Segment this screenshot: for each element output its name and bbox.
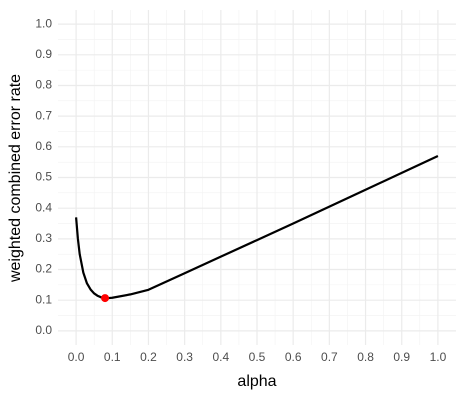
x-tick-label: 0.0 bbox=[68, 350, 85, 364]
x-tick-label: 0.7 bbox=[321, 350, 338, 364]
y-axis-title: weighted combined error rate bbox=[7, 74, 24, 283]
x-tick-label: 0.6 bbox=[285, 350, 302, 364]
x-tick-label: 0.2 bbox=[140, 350, 157, 364]
y-tick-label: 1.0 bbox=[35, 16, 52, 30]
line bbox=[74, 155, 439, 300]
y-tick-label: 0.7 bbox=[35, 108, 52, 122]
y-tick-label: 0.6 bbox=[35, 139, 52, 153]
y-tick-label: 0.8 bbox=[35, 78, 52, 92]
x-tick-label: 0.1 bbox=[104, 350, 121, 364]
x-tick-label: 1.0 bbox=[430, 350, 447, 364]
x-tick-label: 0.8 bbox=[357, 350, 374, 364]
x-tick-label: 0.3 bbox=[176, 350, 193, 364]
y-tick-label: 0.1 bbox=[35, 292, 52, 306]
y-tick-label: 0.3 bbox=[35, 231, 52, 245]
y-tick-label: 0.4 bbox=[35, 200, 52, 214]
x-tick-label: 0.5 bbox=[249, 350, 266, 364]
y-tick-label: 0.5 bbox=[35, 170, 52, 184]
y-tick-label: 0.9 bbox=[35, 47, 52, 61]
x-tick-label: 0.4 bbox=[212, 350, 229, 364]
minimum-point bbox=[101, 294, 110, 303]
y-tick-label: 0.0 bbox=[35, 323, 52, 337]
x-tick-label: 0.9 bbox=[393, 350, 410, 364]
x-axis-title: alpha bbox=[237, 373, 276, 390]
y-tick-label: 0.2 bbox=[35, 262, 52, 276]
